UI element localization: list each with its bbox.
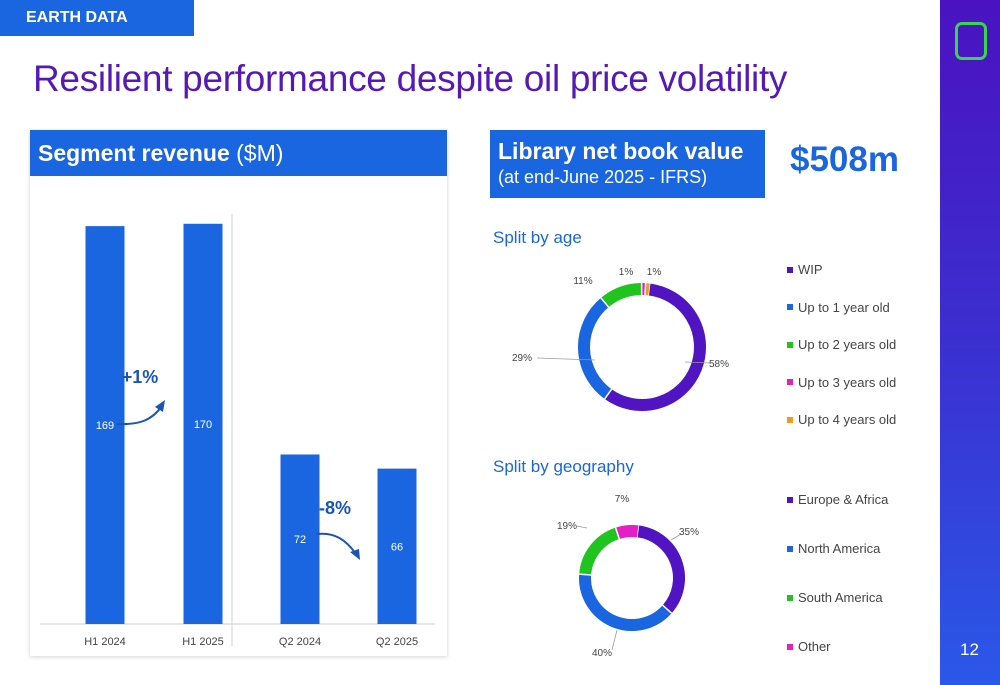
legend-item: WIP [787,262,823,277]
library-subtitle: (at end-June 2025 - IFRS) [498,167,708,187]
legend-item: Up to 3 years old [787,375,896,390]
legend-label: Other [798,639,831,654]
slice-data-label: 40% [592,648,612,659]
donut-slice [578,297,612,399]
geography-donut-chart: 35% 40% 19% 7% [557,494,699,659]
slice-data-label: 35% [679,527,699,538]
bar [183,223,223,624]
library-header: Library net book value (at end-June 2025… [490,130,765,198]
legend-label: Up to 1 year old [798,299,890,315]
segment-revenue-panel: Segment revenue ($M) 169 H1 2024 170 H1 202… [30,130,447,656]
donut-slice [600,283,642,308]
library-value: $508m [790,140,899,179]
library-title: Library net book value [498,138,744,164]
legend-item: Europe & Africa [787,492,888,507]
age-split-title: Split by age [493,228,582,247]
legend-item: Other [787,639,831,654]
bar [85,226,125,624]
bar-data-label: 170 [194,419,212,431]
slice-data-label: 1% [619,267,634,278]
legend-label: Up to 4 years old [798,412,897,427]
legend-swatch-icon [787,341,793,348]
leader-line [670,533,682,541]
growth-annotation: +1% [122,367,159,387]
donut-slice [636,525,685,614]
donut-slice [604,283,706,411]
slice-separator [600,297,610,308]
legend-label: North America [798,541,881,556]
slice-data-label: 29% [512,353,532,364]
legend-swatch-icon [787,416,793,423]
growth-annotation: -8% [319,498,351,518]
slice-data-label: 11% [573,276,592,287]
legend-swatch-icon [787,594,793,601]
arrow-head-icon [350,549,360,560]
slice-separator [644,283,647,296]
logo-icon [955,22,987,60]
legend-item: South America [787,590,883,605]
legend-label: Up to 2 years old [798,337,897,352]
page-number: 12 [960,640,979,659]
slice-separator [604,388,613,400]
segment-revenue-header: Segment revenue ($M) [30,130,447,176]
x-tick-label: H1 2025 [182,636,224,648]
leader-line [684,361,712,364]
x-tick-label: H1 2024 [84,636,126,648]
legend-swatch-icon [787,266,793,273]
legend-swatch-icon [787,496,793,503]
age-donut-chart: 58% 29% 11% 1% 1% [512,267,729,411]
slice-separator [579,573,592,576]
page-title: Resilient performance despite oil price … [33,58,788,99]
segment-revenue-chart: 169 H1 2024 170 H1 2025 72 Q2 2024 66 Q2 2025 +1… [40,214,435,648]
arrow-head-icon [155,400,165,412]
legend-item: Up to 1 year old [787,300,890,315]
arrow-icon [316,532,357,555]
bar-data-label: 72 [294,534,306,546]
slice-data-label: 7% [615,494,630,505]
leader-line [611,629,618,651]
bar-data-label: 169 [96,420,114,432]
section-tag: EARTH DATA [0,0,194,36]
legend-label: South America [798,590,883,605]
legend-item: Up to 4 years old [787,412,896,427]
leader-line [536,357,596,361]
slice-data-label: 19% [557,521,577,532]
legend-label: Europe & Africa [798,492,889,507]
x-tick-label: Q2 2025 [376,636,418,648]
slice-data-label: 58% [709,359,729,370]
legend-label: WIP [798,262,823,277]
bar [377,468,417,624]
bar [280,454,320,624]
segment-revenue-title: Segment revenue [38,140,230,166]
x-tick-label: Q2 2024 [279,636,321,648]
legend-swatch-icon [787,379,793,386]
slice-separator [662,604,673,614]
donut-slice [579,574,672,631]
legend-swatch-icon [787,304,793,311]
legend-item: Up to 2 years old [787,337,896,352]
side-accent-bar [940,0,1000,685]
donut-slice [579,527,620,576]
legend-swatch-icon [787,643,793,650]
legend-item: North America [787,541,880,556]
legend-swatch-icon [787,545,793,552]
slice-separator [614,527,620,540]
leader-line [576,525,588,529]
bar-data-label: 66 [391,541,403,553]
slice-data-label: 1% [647,267,662,278]
segment-revenue-unit: ($M) [229,140,284,166]
legend-label: Up to 3 years old [798,374,897,390]
donut-slice [615,525,639,540]
geography-split-title: Split by geography [493,457,634,476]
